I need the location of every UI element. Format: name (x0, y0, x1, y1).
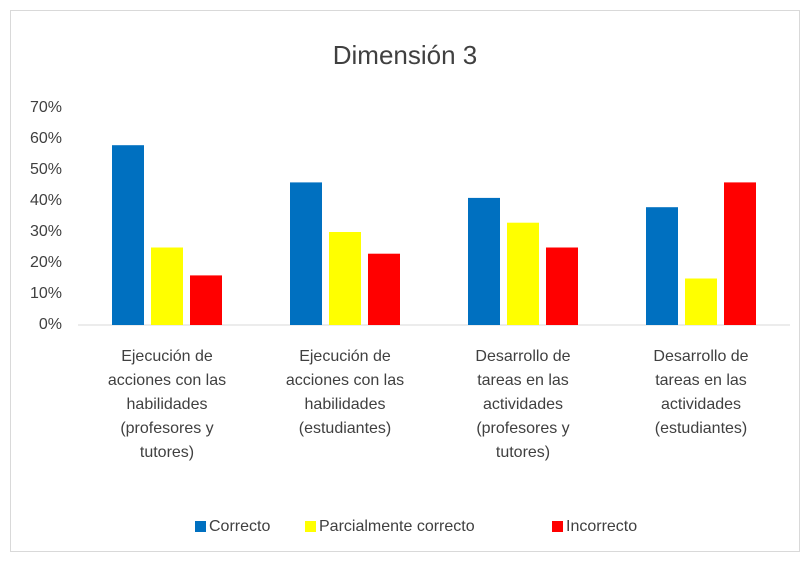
y-tick-label: 10% (30, 285, 62, 302)
legend-swatch (195, 521, 206, 532)
bar (112, 145, 144, 325)
y-tick-label: 20% (30, 254, 62, 271)
y-tick-label: 70% (30, 99, 62, 116)
x-tick-label: Ejecución de acciones con las habilidades(… (108, 348, 226, 461)
x-tick-label: Desarrollo de tareas en las actividades (es… (653, 348, 748, 437)
y-tick-label: 30% (30, 223, 62, 240)
bar (724, 182, 756, 325)
x-tick-label: Desarrollo de tareas en las actividades (pr… (475, 348, 570, 461)
legend-swatch (552, 521, 563, 532)
y-tick-label: 50% (30, 161, 62, 178)
legend-swatch (305, 521, 316, 532)
y-tick-label: 60% (30, 130, 62, 147)
y-tick-label: 40% (30, 192, 62, 209)
legend-label: Incorrecto (566, 518, 637, 535)
bar (468, 197, 500, 325)
bar (329, 232, 361, 325)
x-tick-label: Ejecución de acciones con las habilidades(… (286, 348, 404, 437)
bar (646, 207, 678, 325)
chart-title: Dimensión 3 (333, 40, 478, 70)
bar (685, 278, 717, 325)
bar (368, 253, 400, 325)
bar (507, 222, 539, 325)
bar (290, 182, 322, 325)
y-tick-label: 0% (39, 316, 62, 333)
bar (190, 275, 222, 325)
legend-label: Parcialmente correcto (319, 518, 475, 535)
bar (151, 247, 183, 325)
bar (546, 247, 578, 325)
legend-label: Correcto (209, 518, 270, 535)
